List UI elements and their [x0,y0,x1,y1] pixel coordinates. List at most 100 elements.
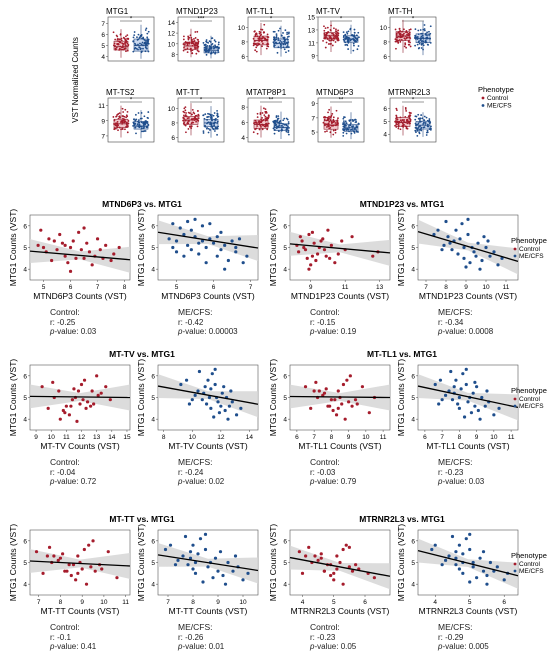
jitter-point [327,111,329,114]
jitter-point [396,109,398,111]
jitter-point [426,131,428,134]
data-point [328,404,332,408]
jitter-point [119,45,122,48]
legend-item: Control [519,246,541,253]
jitter-point [114,127,117,130]
jitter-point [213,124,216,127]
jitter-point [258,32,261,35]
jitter-point [266,33,269,36]
jitter-point [186,44,189,47]
jitter-point [253,30,256,33]
jitter-point [349,129,352,131]
ytick-label: 11 [308,40,315,47]
data-point [193,217,197,221]
ytick-label: 4 [101,54,105,61]
xtick-label: 6 [502,599,506,606]
data-point [485,573,489,578]
data-point [480,395,484,400]
data-point [115,576,119,580]
data-point [372,576,376,580]
jitter-point [404,121,407,124]
jitter-point [324,130,326,133]
jitter-point [211,37,214,40]
ytick-label: 8 [383,39,387,46]
jitter-point [420,35,423,38]
xtick-label: 14 [246,434,254,441]
jitter-point [213,118,216,121]
jitter-point [334,36,337,39]
jitter-point [287,46,290,49]
jitter-point [399,33,402,36]
data-point [91,539,95,543]
jitter-point [429,42,432,44]
jitter-point [262,31,265,34]
jitter-point [146,41,149,43]
data-point [371,254,375,258]
jitter-point [281,122,284,125]
jitter-point [260,39,262,42]
jitter-point [409,37,412,40]
jitter-point [258,39,261,42]
jitter-point [183,35,185,38]
data-point [231,569,235,573]
y-axis-label: MTG1 Counts (VST) [8,524,18,602]
y-axis-label: MTG1 Counts (VST) [268,359,278,437]
jitter-point [286,31,289,34]
jitter-point [346,128,349,131]
jitter-point [123,120,126,123]
jitter-point [351,127,354,129]
jitter-point [423,24,426,26]
jitter-point [324,116,327,119]
stats-group: Control: [50,457,80,467]
jitter-point [346,44,349,47]
jitter-point [183,46,185,49]
jitter-point [273,122,276,124]
jitter-point [329,116,332,119]
jitter-point [409,118,412,121]
jitter-point [407,120,410,123]
jitter-point [407,40,410,42]
jitter-point [147,30,150,33]
jitter-point [191,113,193,116]
data-point [454,563,458,567]
data-point [198,537,203,541]
jitter-point [332,116,335,119]
data-point [234,245,238,250]
data-point [213,556,218,560]
stats-r: r: -0.25 [50,317,76,327]
data-point [85,241,89,245]
stats-p: p-value: 0.00003 [178,327,238,336]
jitter-point [264,115,267,118]
data-point [464,367,468,371]
jitter-point [138,46,141,49]
data-point [454,378,458,382]
jitter-point [261,42,264,45]
jitter-point [424,124,427,126]
jitter-point [144,50,147,53]
panel-title: MT-TL1 [246,7,274,16]
data-point [321,393,325,397]
jitter-point [287,121,290,123]
jitter-point [264,108,267,111]
data-point [341,582,345,586]
xtick-label: 10 [482,284,490,291]
fit-line [157,554,259,572]
data-point [437,402,441,406]
jitter-point [137,112,140,114]
data-point [191,567,195,571]
boxplot-panel: MTG1 4 5 6 7 * [101,7,155,62]
ytick-label: 8 [171,52,175,59]
data-point [317,389,321,393]
jitter-point [283,36,286,39]
ytick-label: 6 [283,538,287,545]
jitter-point [421,40,424,42]
data-point [226,417,230,421]
jitter-point [216,112,219,115]
jitter-point [126,42,129,45]
data-point [104,243,108,247]
data-point [210,372,214,376]
jitter-point [122,45,124,47]
data-point [79,382,84,387]
